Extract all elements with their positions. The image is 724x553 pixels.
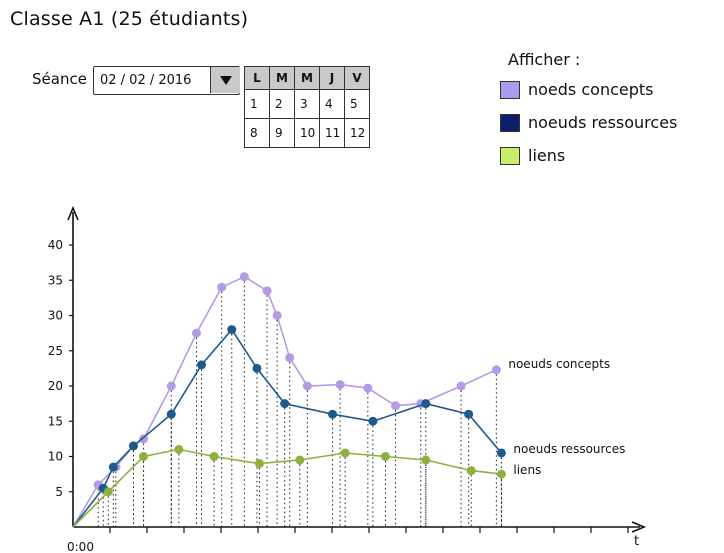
data-point — [340, 448, 350, 458]
data-point — [391, 401, 401, 411]
series-label: noeuds concepts — [508, 357, 610, 371]
data-point — [380, 452, 390, 461]
ressources-color-swatch[interactable] — [500, 113, 520, 132]
data-point — [191, 328, 201, 338]
data-point — [174, 444, 184, 454]
data-point — [139, 452, 149, 461]
y-tick-label: 35 — [48, 273, 63, 287]
data-point — [285, 353, 295, 363]
data-point — [227, 325, 237, 335]
data-point — [496, 469, 506, 479]
x-axis-label: t — [634, 534, 639, 549]
x-start-label: 0:00 — [67, 540, 94, 553]
display-option-ressources[interactable]: noeuds ressources — [500, 113, 677, 132]
display-option-label: noeds concepts — [528, 80, 654, 99]
data-point — [328, 409, 338, 419]
data-point — [239, 272, 249, 282]
data-point — [128, 441, 138, 451]
series-line — [72, 448, 502, 528]
liens-color-swatch[interactable] — [500, 146, 520, 165]
calendar-day-header: V — [344, 66, 370, 90]
display-option-liens[interactable]: liens — [500, 146, 565, 165]
data-point — [166, 409, 176, 419]
data-point — [103, 487, 113, 497]
y-tick-label: 10 — [48, 450, 63, 464]
data-point — [252, 363, 262, 373]
triangle-down-icon — [219, 75, 232, 85]
data-point — [496, 448, 506, 458]
display-options-title: Afficher : — [508, 50, 581, 69]
page-title: Classe A1 (25 étudiants) — [10, 8, 249, 30]
x-axis-arrow — [631, 521, 647, 533]
series-line — [72, 328, 503, 528]
y-tick-label: 40 — [48, 238, 63, 252]
y-tick-label: 5 — [55, 485, 63, 499]
data-point — [262, 286, 272, 296]
y-tick-label: 25 — [48, 344, 63, 358]
data-point — [166, 381, 176, 391]
data-point — [217, 282, 227, 292]
data-point — [464, 409, 474, 419]
y-tick-label: 30 — [48, 309, 63, 323]
date-select[interactable]: 02 / 02 / 2016 — [93, 66, 240, 95]
data-point — [491, 365, 501, 375]
data-point — [466, 466, 476, 476]
series-label: noeuds ressources — [513, 442, 625, 456]
date-value: 02 / 02 / 2016 — [100, 73, 192, 88]
display-option-concepts[interactable]: noeds concepts — [500, 80, 653, 99]
calendar-day[interactable]: 12 — [344, 118, 370, 148]
data-point — [456, 381, 466, 391]
display-option-label: noeuds ressources — [528, 113, 678, 132]
data-point — [421, 399, 431, 409]
display-option-label: liens — [528, 146, 566, 165]
y-tick-label: 15 — [48, 414, 63, 428]
calendar-header: L M M J V — [244, 66, 370, 90]
data-point — [108, 462, 118, 472]
concepts-color-swatch[interactable] — [500, 80, 520, 99]
data-point — [197, 360, 207, 370]
data-point — [368, 416, 378, 426]
data-point — [295, 455, 305, 465]
data-point — [272, 311, 282, 320]
series-label: liens — [513, 463, 541, 477]
seance-label: Séance — [32, 70, 87, 88]
y-tick-label: 20 — [48, 379, 63, 393]
data-point — [335, 380, 345, 390]
data-point — [139, 434, 149, 444]
data-point — [209, 452, 219, 461]
data-point — [421, 455, 431, 465]
calendar: L M M J V 1 2 3 4 5 8 9 10 11 12 — [244, 66, 370, 148]
calendar-week: 8 9 10 11 12 — [244, 118, 370, 148]
y-axis-arrow — [67, 205, 79, 221]
date-dropdown-button[interactable] — [210, 67, 240, 93]
data-point — [363, 383, 373, 393]
data-point — [302, 381, 312, 391]
data-point — [280, 399, 290, 409]
data-point — [254, 459, 264, 469]
